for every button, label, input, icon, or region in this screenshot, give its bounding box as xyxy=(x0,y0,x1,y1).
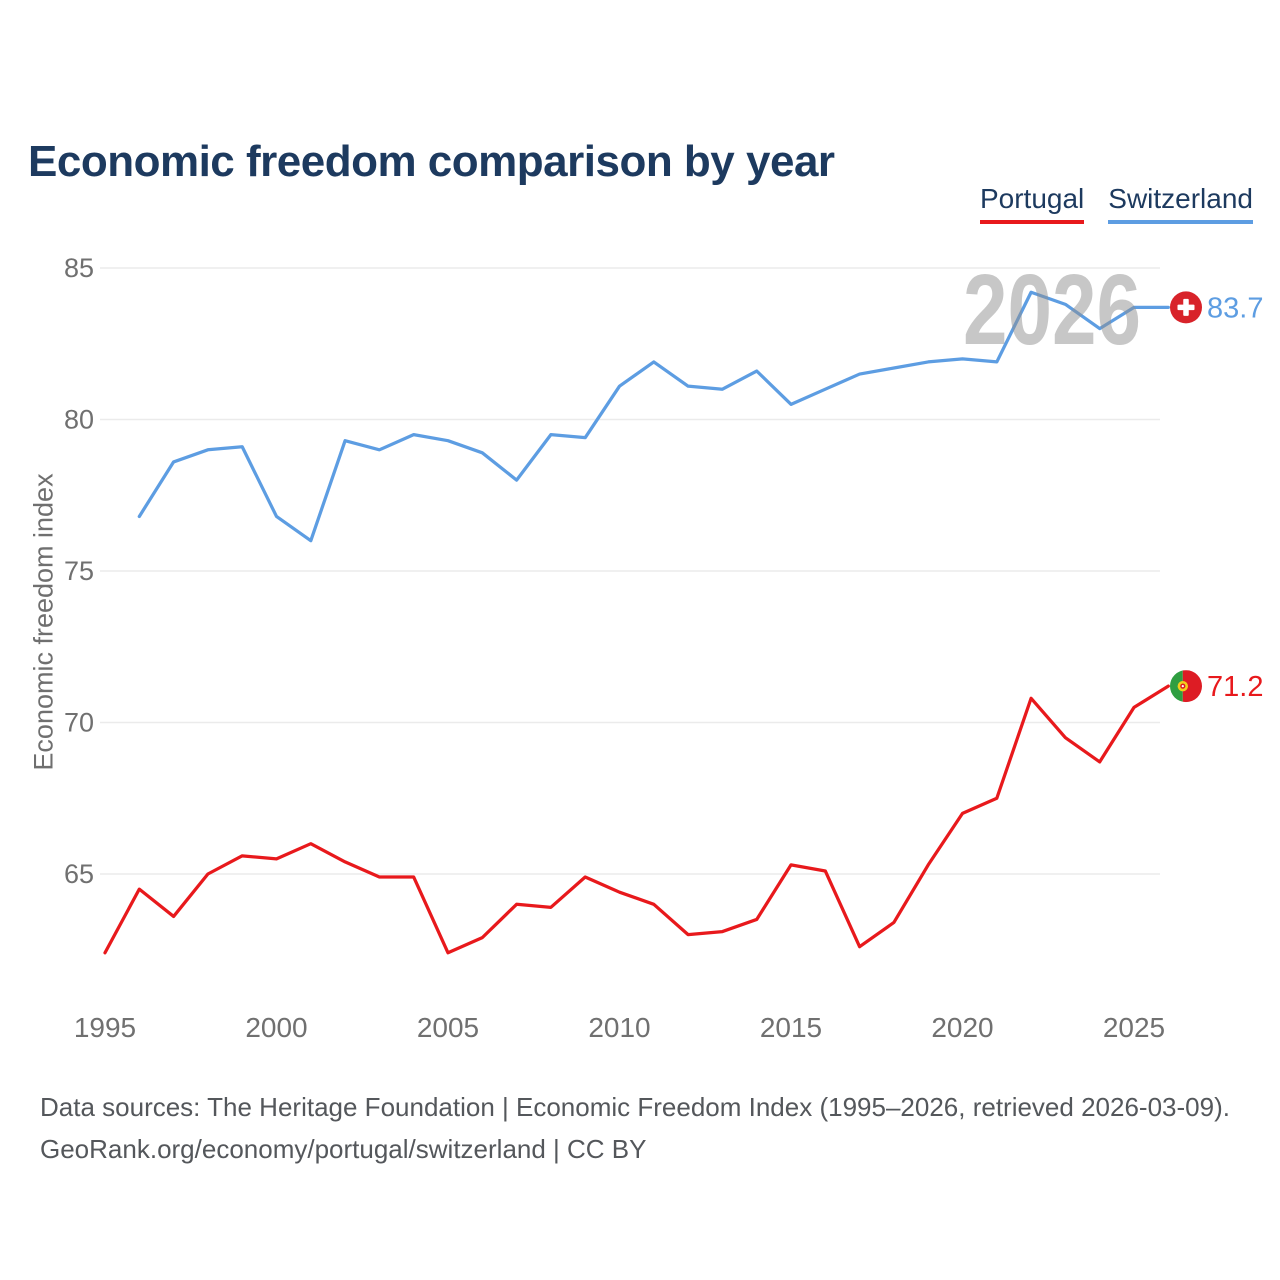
watermark-text: 2026 xyxy=(963,254,1141,366)
grid-layer xyxy=(100,267,1160,875)
legend-item-portugal[interactable]: Portugal xyxy=(979,183,1085,224)
portugal-flag-emblem-dot xyxy=(1181,685,1184,688)
x-tick-label-2020: 2020 xyxy=(931,1012,993,1043)
end-marker-portugal: 71.2 xyxy=(1170,670,1263,703)
series-line-switzerland[interactable] xyxy=(137,290,1170,543)
end-marker-switzerland: 83.7 xyxy=(1170,291,1263,324)
series-layer xyxy=(103,290,1170,955)
y-tick-label-70: 70 xyxy=(64,708,94,738)
y-tick-label-80: 80 xyxy=(64,405,94,435)
y-tick-label-75: 75 xyxy=(64,556,94,586)
portugal-flag-red-band xyxy=(1182,670,1202,703)
x-tick-label-1995: 1995 xyxy=(74,1012,136,1043)
series-line-portugal[interactable] xyxy=(103,684,1170,955)
y-tick-label-85: 85 xyxy=(64,253,94,283)
y-tick-label-65: 65 xyxy=(64,859,94,889)
x-tick-label-2005: 2005 xyxy=(417,1012,479,1043)
axis-layer: 65 70 75 80 85 1995 2000 2005 2010 2015 2020 2025 xyxy=(64,253,1165,1043)
swiss-cross-v xyxy=(1183,298,1189,316)
footer-line-1: Data sources: The Heritage Foundation | … xyxy=(40,1092,1230,1122)
portugal-flag-green-band xyxy=(1170,670,1183,703)
x-tick-label-2010: 2010 xyxy=(588,1012,650,1043)
end-value-label-switzerland: 83.7 xyxy=(1207,292,1263,324)
x-tick-label-2015: 2015 xyxy=(760,1012,822,1043)
badge-layer: 71.2 83.7 xyxy=(1170,291,1263,703)
x-tick-label-2025: 2025 xyxy=(1103,1012,1165,1043)
chart-title: Economic freedom comparison by year xyxy=(28,137,835,187)
legend-label-portugal: Portugal xyxy=(979,183,1085,214)
end-value-label-portugal: 71.2 xyxy=(1207,671,1263,703)
legend-item-switzerland[interactable]: Switzerland xyxy=(1108,183,1253,224)
legend: Portugal Switzerland xyxy=(979,183,1253,224)
legend-label-switzerland: Switzerland xyxy=(1108,183,1253,214)
data-source-footer: Data sources: The Heritage Foundation | … xyxy=(40,1086,1240,1170)
footer-line-2: GeoRank.org/economy/portugal/switzerland… xyxy=(40,1134,647,1164)
x-tick-label-2000: 2000 xyxy=(245,1012,307,1043)
